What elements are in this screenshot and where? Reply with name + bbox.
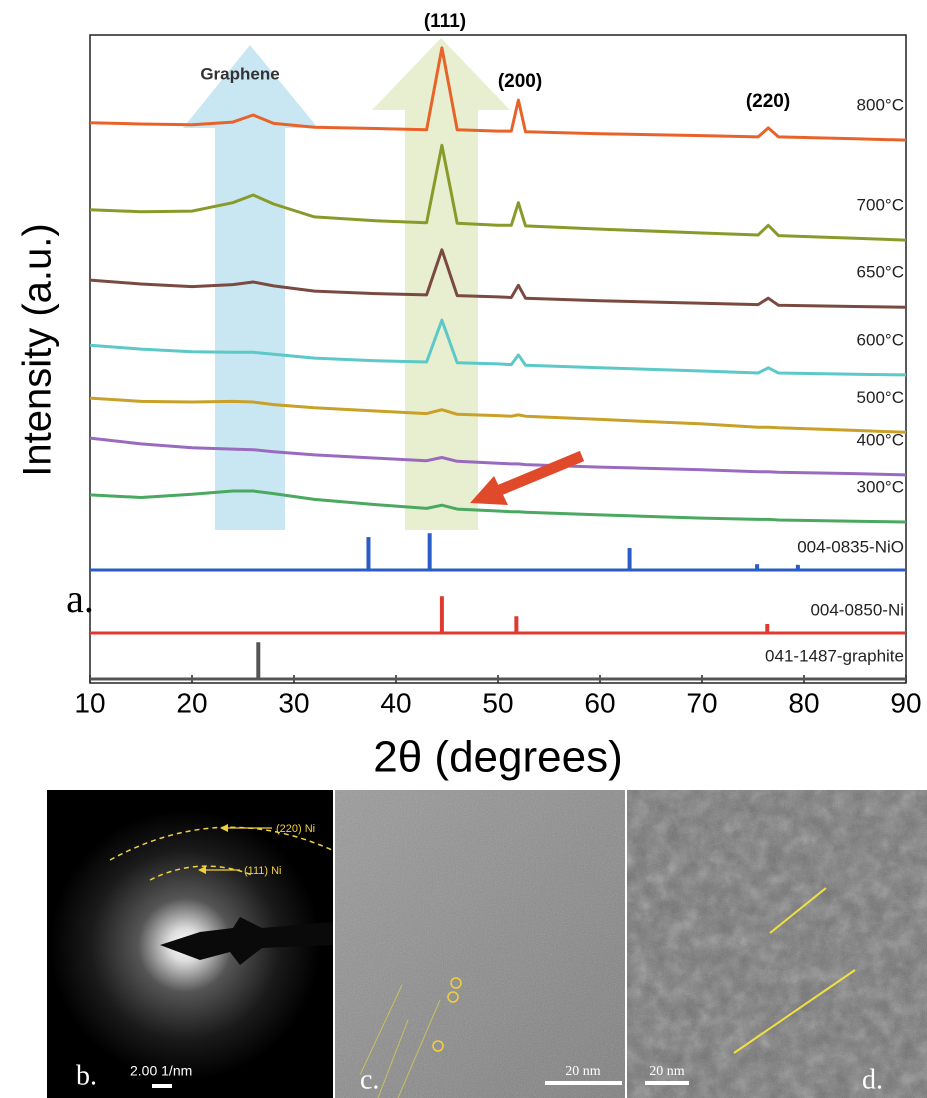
panel-c: c. 20 nm [335, 790, 625, 1098]
annotation: (220) [746, 91, 790, 112]
legend-label: 600°C [857, 330, 904, 349]
reference-peak [439, 596, 444, 633]
panel-label: d. [862, 1064, 883, 1095]
pointer-arrow [497, 450, 585, 496]
ni111-arrow [372, 38, 510, 530]
legend-label: 800°C [857, 96, 904, 115]
ring-label: (220) Ni [276, 823, 315, 835]
x-tick-label: 70 [686, 687, 717, 718]
annotation: (200) [498, 71, 542, 92]
reference-label: 004-0850-Ni [810, 600, 904, 619]
reference-peak [765, 623, 770, 633]
xrd-trace [89, 489, 907, 524]
x-tick-label: 30 [278, 687, 309, 718]
panel-label: b. [76, 1060, 97, 1091]
reference-peak [514, 616, 519, 633]
reference-label: 041-1487-graphite [765, 646, 904, 665]
annotation: (111) [424, 11, 466, 32]
annotation: Graphene [200, 64, 279, 83]
x-tick-label: 80 [788, 687, 819, 718]
x-tick-label: 20 [176, 687, 207, 718]
xrd-trace [89, 143, 907, 242]
xrd-trace [89, 436, 907, 477]
panel-d: 20 nm d. [627, 790, 927, 1098]
graphene-arrow [183, 45, 318, 530]
legend-label: 650°C [857, 263, 904, 282]
xrd-trace [89, 248, 907, 309]
scale-bar [645, 1081, 689, 1085]
reference-peak [366, 537, 371, 570]
x-tick-label: 40 [380, 687, 411, 718]
legend-label: 400°C [857, 430, 904, 449]
reference-peak [627, 548, 632, 570]
ring-label: (111) Ni [244, 865, 282, 877]
legend-label: 700°C [857, 196, 904, 215]
xrd-trace [89, 318, 907, 377]
reference-peak [256, 642, 261, 679]
reference-peak [427, 533, 432, 570]
panel-b: (220) Ni (111) Ni b. 2.00 1/nm [47, 790, 333, 1098]
panel-label: c. [360, 1064, 379, 1095]
xrd-trace [89, 396, 907, 434]
xrd-trace [89, 46, 907, 142]
x-tick-label: 90 [890, 687, 921, 718]
panel-label: a. [66, 576, 94, 621]
legend-label: 300°C [857, 477, 904, 496]
scale-bar-label: 20 nm [565, 1064, 601, 1079]
x-tick-label: 10 [74, 687, 105, 718]
x-tick-label: 50 [482, 687, 513, 718]
scale-bar-label: 20 nm [649, 1064, 685, 1079]
scale-bar [545, 1081, 622, 1085]
x-axis-title: 2θ (degrees) [373, 733, 622, 782]
legend-label: 500°C [857, 388, 904, 407]
pointer-arrow-head [470, 476, 508, 505]
scale-bar [152, 1084, 172, 1088]
y-axis-title: Intensity (a.u.) [16, 223, 60, 476]
reference-label: 004-0835-NiO [797, 537, 904, 556]
reference-peak [795, 564, 800, 570]
scale-bar-label: 2.00 1/nm [130, 1063, 192, 1079]
x-tick-label: 60 [584, 687, 615, 718]
reference-peak [755, 564, 760, 570]
